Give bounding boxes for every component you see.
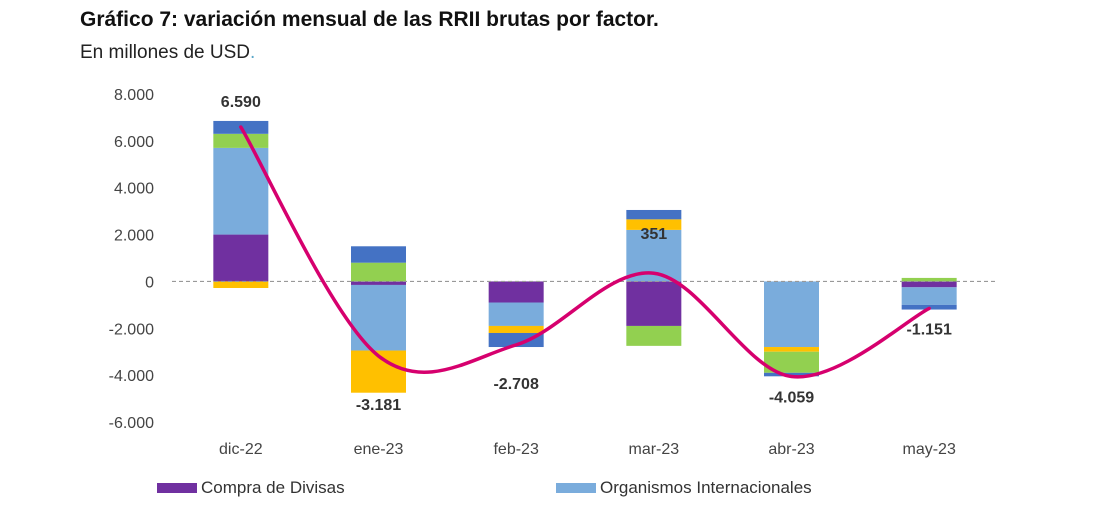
legend-item-organismos: Organismos Internacionales [556, 478, 812, 498]
bar-segment-s1-1 [351, 284, 406, 351]
bar-segment-s3-0 [213, 133, 269, 148]
legend-label-compra: Compra de Divisas [201, 478, 345, 497]
bar-segment-s0-5 [901, 281, 957, 288]
x-tick-label-may-23: may-23 [902, 441, 955, 458]
bar-segment-s1-5 [901, 287, 957, 305]
data-label-dic-22: 6.590 [221, 94, 261, 111]
data-label-feb-23: -2.708 [493, 376, 538, 393]
bar-segment-s2-0 [213, 281, 269, 288]
legend-item-compra: Compra de Divisas [157, 478, 345, 498]
bar-segment-s2-2 [488, 325, 544, 333]
data-label-abr-23: -4.059 [769, 390, 814, 407]
bar-segment-s4-2 [488, 332, 544, 348]
bar-segment-s3-5 [901, 277, 957, 282]
bar-segment-s0-0 [213, 234, 269, 282]
y-tick-label: -6.000 [109, 415, 154, 432]
x-tick-label-dic-22: dic-22 [219, 441, 263, 458]
bar-segment-s2-4 [764, 347, 819, 352]
data-label-may-23: -1.151 [906, 321, 951, 338]
bar-segment-s0-3 [626, 281, 682, 326]
bar-segment-s1-2 [488, 302, 544, 326]
bar-segment-s2-3 [626, 219, 682, 230]
bar-segment-s4-3 [626, 209, 682, 220]
bar-segment-s1-4 [764, 281, 819, 348]
data-label-mar-23: 351 [640, 226, 667, 243]
chart-title: Gráfico 7: variación mensual de las RRII… [80, 8, 659, 31]
y-tick-label: 4.000 [114, 181, 154, 198]
x-tick-label-abr-23: abr-23 [768, 441, 814, 458]
bar-segment-s4-4 [764, 372, 819, 377]
bar-segment-s0-2 [488, 281, 544, 303]
legend-swatch-compra [157, 483, 197, 493]
bar-segment-s4-1 [351, 246, 406, 263]
y-tick-label: 2.000 [114, 228, 154, 245]
legend-swatch-organismos [556, 483, 596, 493]
y-tick-label: 0 [145, 274, 154, 291]
x-tick-label-ene-23: ene-23 [354, 441, 404, 458]
bar-segment-s3-4 [764, 351, 819, 373]
y-tick-label: 8.000 [114, 87, 154, 104]
y-tick-label: -4.000 [109, 368, 154, 385]
x-tick-label-mar-23: mar-23 [628, 441, 679, 458]
bar-segment-s3-1 [351, 262, 406, 282]
x-tick-label-feb-23: feb-23 [493, 441, 538, 458]
bar-segment-s0-1 [351, 281, 406, 285]
subtitle-text: En millones de USD [80, 42, 251, 63]
total-line [239, 125, 931, 379]
y-tick-label: -2.000 [109, 321, 154, 338]
chart-subtitle: En millones de USD. [80, 42, 256, 63]
y-tick-label: 6.000 [114, 134, 154, 151]
data-label-ene-23: -3.181 [356, 397, 401, 414]
bar-segment-s3-3 [626, 325, 682, 346]
legend-label-organismos: Organismos Internacionales [600, 478, 812, 497]
